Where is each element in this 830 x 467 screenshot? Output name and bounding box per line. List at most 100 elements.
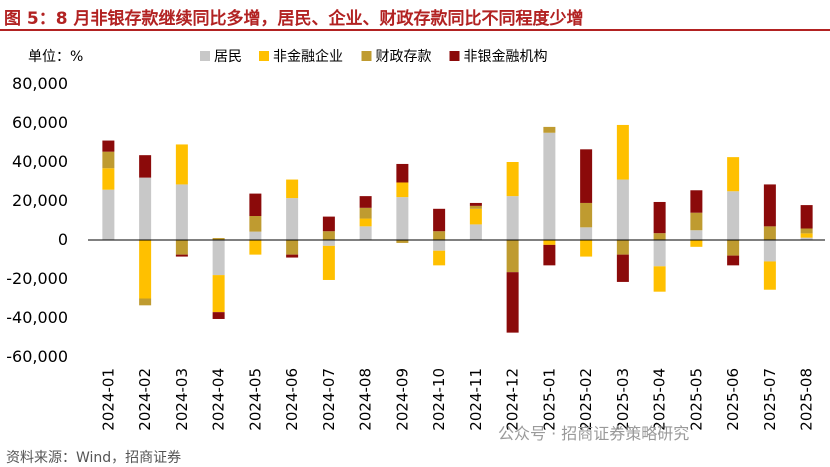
- bar-segment-2: [616, 124, 629, 180]
- x-tick-label: 2024-06: [283, 368, 301, 431]
- bar-segment-3: [359, 207, 372, 219]
- x-tick-label: 2024-03: [173, 368, 191, 431]
- bar-segment-2: [359, 218, 372, 227]
- unit-label: 单位：%: [28, 49, 84, 65]
- bar-segment-3: [139, 298, 152, 306]
- x-tick-label: 2025-07: [761, 368, 779, 431]
- chart-title: 图 5：8 月非银存款继续同比多增，居民、企业、财政存款同比不同程度少增: [4, 9, 584, 29]
- x-tick-label: 2025-01: [540, 368, 558, 431]
- bar-segment-1: [653, 240, 666, 267]
- bar-segment-2: [580, 240, 593, 257]
- x-tick-label: 2025-03: [614, 368, 632, 431]
- bar-segment-4: [359, 196, 372, 208]
- bar-segment-3: [396, 240, 409, 243]
- bar-segment-3: [506, 240, 519, 273]
- bar-segment-2: [690, 240, 703, 247]
- bar-segment-3: [175, 240, 188, 255]
- x-tick-label: 2025-04: [651, 368, 669, 431]
- bar-segment-2: [322, 245, 335, 280]
- bar-segment-3: [286, 240, 299, 255]
- bar-segment-4: [249, 193, 262, 217]
- legend-swatch: [361, 51, 372, 61]
- y-tick-label: 40,000: [12, 152, 68, 171]
- bar-segment-4: [727, 255, 740, 266]
- bar-segment-3: [800, 228, 813, 234]
- x-tick-label: 2024-02: [136, 368, 154, 431]
- bar-segment-2: [175, 144, 188, 185]
- x-tick-label: 2025-06: [724, 368, 742, 431]
- bar-segment-1: [249, 231, 262, 240]
- x-tick-label: 2024-01: [99, 368, 117, 431]
- x-tick-label: 2025-05: [687, 368, 705, 431]
- source-note: 资料来源：Wind，招商证券: [6, 450, 182, 466]
- bar-segment-4: [322, 216, 335, 232]
- x-tick-label: 2024-04: [210, 368, 228, 431]
- x-tick-label: 2024-12: [504, 368, 522, 431]
- bar-segment-3: [433, 231, 446, 240]
- bar-segment-4: [543, 244, 556, 266]
- bar-segment-3: [616, 240, 629, 255]
- bar-segment-3: [469, 205, 482, 209]
- bar-segment-3: [727, 240, 740, 256]
- bar-segment-1: [396, 197, 409, 240]
- bar-segment-4: [175, 254, 188, 257]
- x-tick-label: 2024-08: [357, 368, 375, 431]
- x-tick-label: 2024-05: [246, 368, 264, 431]
- bar-segment-2: [727, 157, 740, 192]
- bar-segment-1: [322, 240, 335, 246]
- legend-swatch: [259, 51, 269, 61]
- bar-segment-1: [506, 196, 519, 240]
- bar-segment-4: [433, 208, 446, 232]
- bar-segment-3: [249, 216, 262, 232]
- y-tick-label: 0: [58, 230, 68, 249]
- bar-segment-2: [249, 240, 262, 255]
- bar-segment-2: [212, 275, 225, 313]
- bar-segment-1: [175, 184, 188, 240]
- bar-segment-1: [286, 198, 299, 240]
- bar-segment-2: [469, 208, 482, 225]
- bar-segment-2: [543, 240, 556, 245]
- bar-segment-4: [653, 201, 666, 234]
- bar-segment-4: [800, 205, 813, 229]
- bar-segment-4: [396, 163, 409, 183]
- bar-segment-3: [102, 151, 115, 169]
- legend-label: 财政存款: [376, 49, 432, 65]
- x-tick-label: 2025-02: [577, 368, 595, 431]
- bar-segment-1: [690, 230, 703, 240]
- bar-segment-2: [506, 162, 519, 197]
- x-tick-label: 2024-10: [430, 368, 448, 431]
- bar-segment-1: [616, 179, 629, 240]
- bar-segment-3: [322, 231, 335, 240]
- legend-swatch: [449, 51, 460, 61]
- bar-segment-4: [690, 190, 703, 213]
- bar-segment-1: [212, 240, 225, 276]
- bar-segment-4: [469, 202, 482, 206]
- bar-segment-4: [286, 254, 299, 258]
- bar-segment-3: [653, 233, 666, 240]
- bar-segment-2: [102, 168, 115, 190]
- bar-segment-1: [433, 240, 446, 251]
- x-tick-label: 2024-07: [320, 368, 338, 431]
- bar-segment-1: [102, 189, 115, 240]
- y-tick-label: -40,000: [6, 308, 68, 327]
- bar-segment-4: [506, 272, 519, 333]
- legend-label: 居民: [214, 49, 242, 65]
- bar-segment-1: [763, 240, 776, 262]
- watermark: 公众号 · 招商证券策略研究: [498, 424, 690, 443]
- bar-segment-4: [102, 140, 115, 152]
- bar-segment-2: [286, 179, 299, 199]
- y-tick-label: -60,000: [6, 347, 68, 366]
- bar-segment-3: [580, 202, 593, 228]
- bar-segment-1: [469, 224, 482, 240]
- x-tick-label: 2024-11: [467, 368, 485, 431]
- legend-swatch: [200, 51, 210, 61]
- bar-segment-2: [653, 266, 666, 292]
- bar-segment-1: [727, 191, 740, 240]
- bar-segment-4: [616, 254, 629, 282]
- y-tick-label: 20,000: [12, 191, 68, 210]
- bar-segment-1: [800, 237, 813, 240]
- bar-segment-3: [763, 226, 776, 240]
- bar-segment-4: [139, 155, 152, 178]
- bar-segment-1: [139, 177, 152, 240]
- bar-segment-3: [690, 212, 703, 231]
